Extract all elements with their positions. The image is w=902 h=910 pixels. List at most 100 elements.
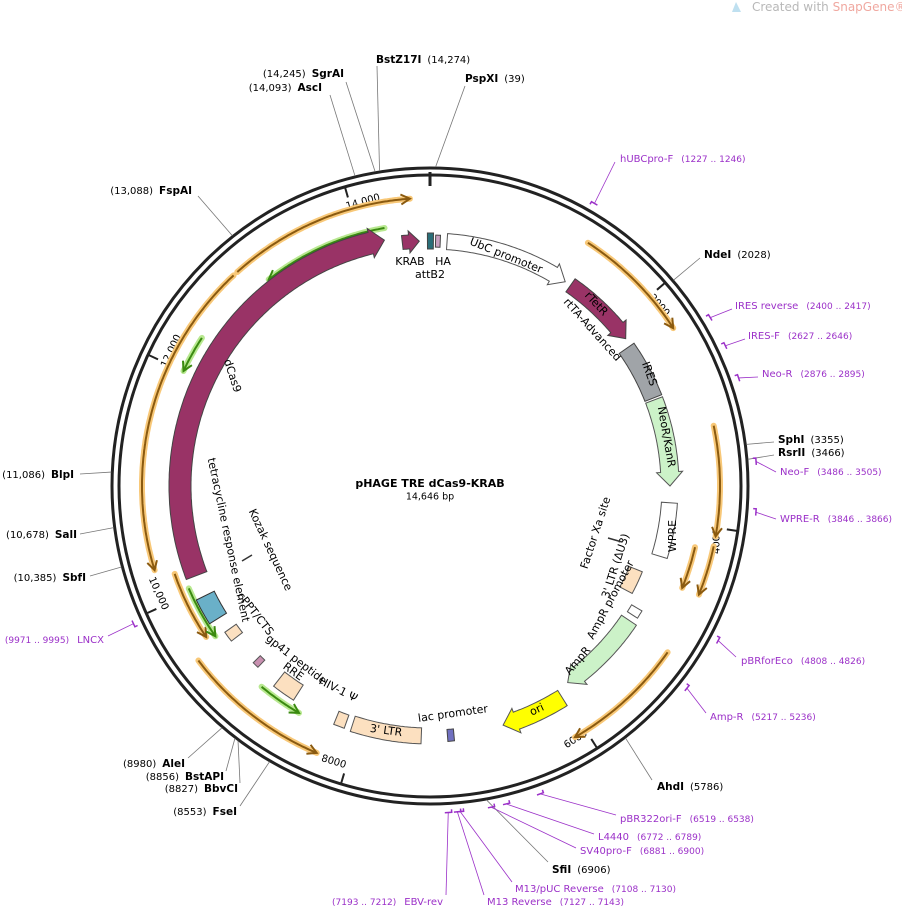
green-arc [187,588,217,637]
feature-label: 3' LTR [369,722,403,739]
enzyme-label: (14,093) AscI [249,82,322,94]
primer-leader [506,803,595,835]
feature-shape [618,342,663,402]
enzyme-name: BstZ17I [376,54,421,66]
enzyme-leader [225,738,236,772]
enzyme-position: (13,088) [110,186,153,197]
primer-leader [755,511,777,520]
feature-label: lac promoter [417,702,489,725]
enzyme-position: (3355) [810,435,843,446]
primer-name: L4440 [598,832,629,843]
ruler-tick [145,608,157,615]
primer-leader [456,811,485,896]
enzyme-name: BlpI [51,469,74,481]
watermark: Created with SnapGene® [752,0,902,14]
enzyme-label: NdeI (2028) [704,249,771,261]
enzyme-name: RsrII [778,447,805,459]
green-arc-head [288,703,301,714]
enzyme-label: (8980) AleI [123,758,185,770]
enzyme-name: BstAPI [185,771,224,783]
primer-range: (6772 .. 6789) [637,833,701,843]
primer-name: M13/pUC Reverse [515,884,604,895]
primer-range: (3486 .. 3505) [817,468,881,478]
primer-range: (7127 .. 7143) [560,898,624,908]
primer-mark [705,313,713,321]
primer-name: WPRE-R [780,514,820,525]
orf-arc [712,425,721,537]
enzyme-label: SfiI (6906) [552,864,611,876]
enzyme-leader [486,799,549,863]
primer-mark [536,789,545,796]
plasmid-size: 14,646 bp [406,492,454,503]
primer-label: pBR322ori-F (6519 .. 6538) [620,814,754,825]
primer-name: Amp-R [710,712,744,723]
primer-name: Neo-F [780,467,810,478]
plasmid-name: pHAGE TRE dCas9-KRAB [355,477,504,490]
enzyme-leader [746,441,775,445]
orf-arc [697,546,715,595]
enzyme-position: (5786) [690,782,723,793]
primer-range: (2876 .. 2895) [801,370,865,380]
feature-shape [349,715,423,745]
primer-mark [753,507,758,516]
enzyme-label: (13,088) FspAI [110,185,192,197]
enzyme-leader [376,65,380,172]
enzyme-leader [625,737,653,781]
primer-label: (9971 .. 9995) LNCX [5,635,104,646]
primer-mark [684,683,691,692]
primer-name: LNCX [77,635,104,646]
primer-label: M13/pUC Reverse (7108 .. 7130) [515,884,676,895]
primer-name: M13 Reverse [487,897,552,908]
feature-label: dCas9 [221,358,244,394]
primer-leader [725,338,746,347]
ruler-tick [147,353,159,361]
enzyme-leader [79,527,114,535]
orf-arc [236,197,410,273]
enzyme-label: (8856) BstAPI [146,771,224,783]
enzyme-leader [239,761,270,807]
orf-arc-head [663,317,675,330]
primer-leader [107,623,134,637]
enzyme-position: (8980) [123,759,156,770]
feature-shape [645,396,684,487]
feature-shape [168,227,386,581]
orf-arc-head [711,526,723,539]
enzyme-label: AhdI (5786) [657,781,723,793]
enzyme-leader [187,727,223,759]
primer-leader [717,640,737,658]
primer-label: SV40pro-F (6881 .. 6900) [580,846,704,857]
green-arc [260,685,300,714]
feature-shape [446,728,456,742]
enzyme-name: BbvCI [204,783,238,795]
enzyme-name: PspXI [465,73,498,85]
primer-name: pBR322ori-F [620,814,682,825]
orf-arc-head [306,744,319,755]
enzyme-leader [329,94,356,177]
enzyme-position: (39) [504,74,525,85]
watermark-icon [732,2,741,12]
primer-range: (2627 .. 2646) [788,332,852,342]
orf-arc [574,651,669,738]
primer-name: IRES reverse [735,301,798,312]
primer-label: WPRE-R (3846 .. 3866) [780,514,892,525]
enzyme-leader [435,85,466,168]
enzyme-position: (14,274) [427,55,470,66]
orf-arc-head [196,626,208,639]
enzyme-label: BstZ17I (14,274) [376,54,470,66]
enzyme-name: SfiI [552,864,571,876]
enzyme-label: RsrII (3466) [778,447,845,459]
feature-label: Kozak sequence [246,507,295,593]
primer-mark [752,457,758,465]
feature-label: WPRE [666,520,679,552]
enzyme-leader [747,454,775,460]
feature-shape [224,623,244,642]
ruler-label: 8000 [320,753,348,771]
orf-arc [587,241,675,329]
feature-shape [434,234,442,248]
enzyme-position: (8856) [146,772,179,783]
primer-mark [444,809,453,814]
enzyme-position: (6906) [577,865,610,876]
feature-shape [400,229,420,255]
feature-shape [626,604,643,619]
